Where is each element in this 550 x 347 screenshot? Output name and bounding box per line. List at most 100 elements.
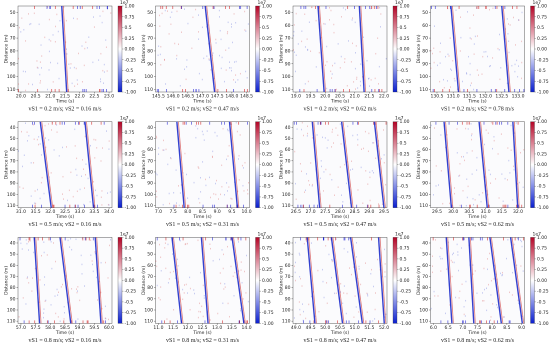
noise [198, 167, 200, 169]
noise [165, 148, 167, 151]
noise [293, 24, 295, 26]
colorbar-exponent: 1e7 [395, 231, 404, 237]
edge-noise [367, 204, 369, 208]
noise [384, 275, 386, 278]
colorbar-tick-label: 0.25 [537, 36, 547, 42]
y-tick-label: 110 [7, 203, 16, 209]
noise [39, 279, 41, 281]
noise [86, 47, 88, 49]
noise [81, 45, 83, 47]
noise [506, 82, 508, 85]
noise [186, 59, 188, 61]
noise [56, 288, 58, 291]
noise [503, 316, 505, 318]
edge-noise [226, 204, 228, 208]
noise [375, 292, 376, 294]
noise [446, 80, 448, 82]
edge-noise [469, 204, 471, 208]
noise [522, 186, 524, 189]
noise [518, 302, 520, 305]
noise [354, 21, 356, 24]
edge-noise [523, 89, 525, 92]
noise [508, 51, 510, 54]
edge-noise [325, 121, 326, 125]
edge-noise [200, 121, 202, 125]
noise [100, 160, 102, 162]
noise [452, 59, 454, 62]
x-tick-label: 130.5 [431, 94, 444, 100]
noise [295, 279, 296, 282]
colorbar-tick-label: -0.5 [262, 68, 271, 74]
noise [483, 51, 485, 53]
colorbar-tick-label: 0.75 [537, 14, 547, 20]
noise [200, 176, 201, 179]
edge-noise [502, 204, 504, 208]
y-tick-label: 80 [147, 48, 153, 54]
noise [333, 142, 334, 144]
noise [85, 173, 86, 176]
edge-noise [331, 89, 333, 92]
x-tick-label: 8.0 [184, 209, 191, 215]
noise [372, 320, 374, 322]
edge-noise [479, 237, 481, 241]
noise [173, 308, 175, 311]
noise [308, 21, 310, 23]
x-tick-label: 50.0 [320, 325, 330, 331]
x-tick-label: 132.0 [479, 94, 492, 100]
noise [342, 7, 344, 9]
edge-noise [78, 121, 79, 125]
noise [70, 171, 72, 174]
x-tick-label: 10.0 [242, 209, 252, 215]
noise [28, 13, 29, 15]
noise [186, 242, 188, 245]
noise [454, 80, 456, 82]
noise [482, 55, 484, 58]
colorbar-tick-label: -0.25 [125, 289, 137, 295]
noise [161, 12, 163, 15]
edge-noise [103, 320, 105, 324]
edge-noise [329, 89, 331, 92]
noise [502, 200, 504, 203]
x-tick-label: 148.5 [240, 94, 253, 100]
noise [455, 296, 457, 299]
noise [440, 170, 442, 172]
noise [44, 300, 46, 303]
edge-noise [504, 6, 506, 9]
noise [220, 38, 222, 41]
edge-noise [83, 89, 85, 92]
noise [326, 147, 328, 149]
edge-noise [334, 89, 336, 92]
noise [329, 7, 330, 9]
noise [445, 55, 446, 58]
colorbar-tick-label: 1.00 [125, 4, 135, 10]
noise [483, 267, 485, 270]
noise [202, 284, 204, 287]
noise [108, 140, 110, 142]
noise [38, 23, 40, 26]
noise [180, 184, 182, 186]
plot-area [155, 5, 250, 93]
colorbar-tick-label: -0.5 [125, 68, 134, 74]
noise [103, 71, 105, 73]
stripe [443, 121, 453, 208]
noise [435, 185, 437, 187]
edge-noise [42, 237, 43, 241]
noise [33, 162, 35, 164]
edge-noise [317, 121, 319, 125]
noise [233, 79, 235, 81]
noise [223, 193, 225, 196]
noise [473, 43, 475, 45]
edge-noise [195, 89, 197, 92]
noise [453, 252, 454, 254]
noise [19, 186, 21, 188]
noise [458, 175, 460, 177]
noise [325, 320, 327, 322]
stripe [447, 237, 454, 324]
panel: 19.0 19.5 20.0 20.5 21.0 21.5 22.0506070809010… [279, 0, 412, 112]
edge-noise [182, 204, 183, 208]
noise [327, 139, 329, 141]
edge-noise [49, 6, 51, 9]
y-tick-label: 110 [144, 319, 153, 325]
noise [350, 61, 352, 63]
noise [349, 237, 350, 239]
